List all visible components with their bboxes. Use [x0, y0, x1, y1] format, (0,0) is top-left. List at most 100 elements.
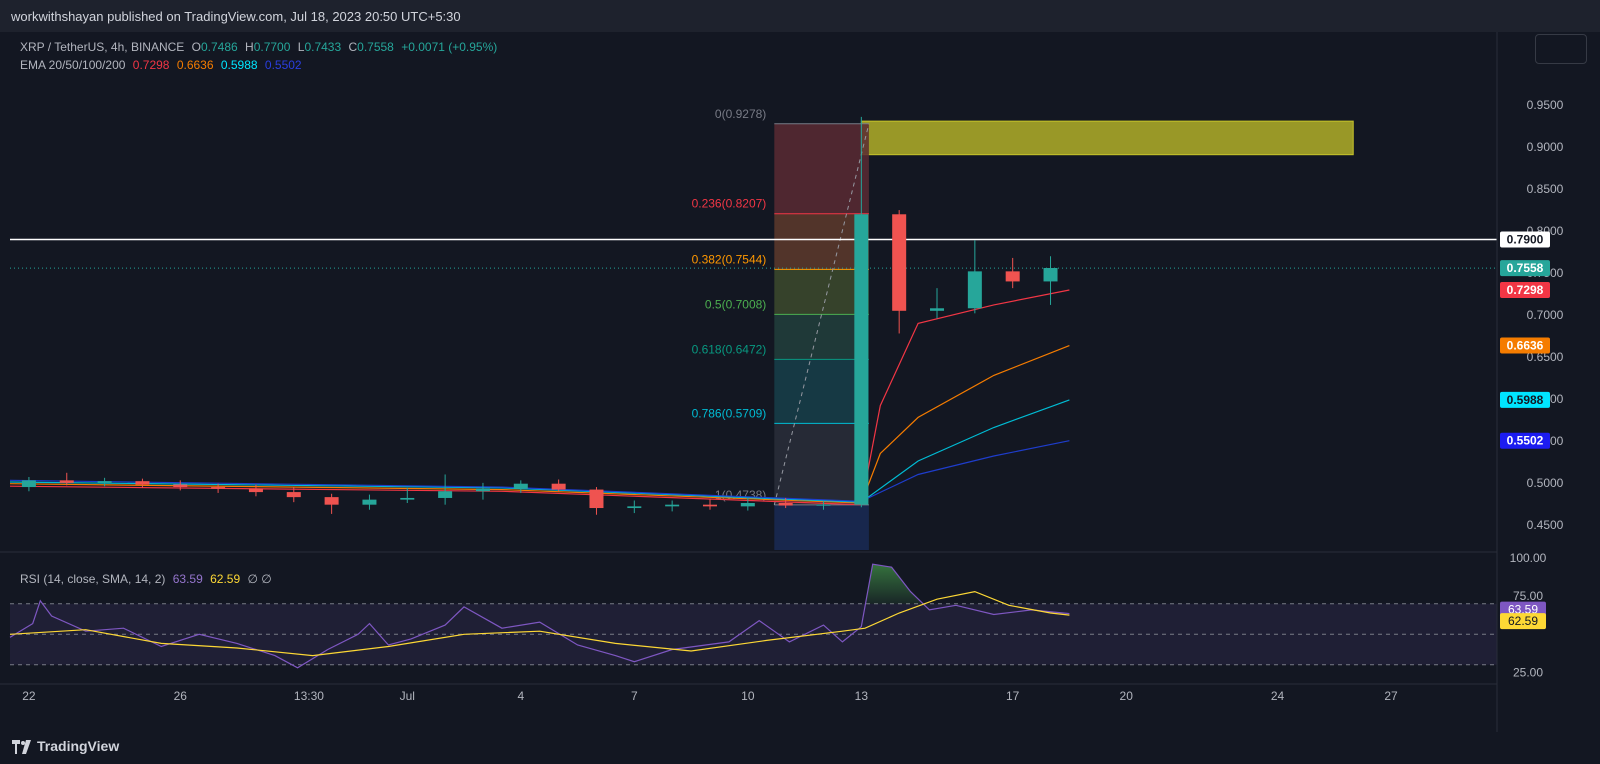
- ema-line: [9, 440, 1070, 502]
- candle-body: [551, 483, 566, 490]
- fib-trend-line: [773, 123, 870, 505]
- candle-body: [854, 214, 869, 505]
- candle-body: [173, 484, 188, 488]
- price-change: +0.0071 (+0.95%): [401, 40, 498, 54]
- rsi-extra: ∅ ∅: [247, 572, 272, 586]
- fib-band: [774, 314, 869, 360]
- ema-legend: EMA 20/50/100/200 0.7298 0.6636 0.5988 0…: [20, 58, 306, 72]
- candle-body: [438, 491, 453, 498]
- rsi-label: RSI (14, close, SMA, 14, 2): [20, 572, 166, 586]
- candle-body: [589, 489, 604, 509]
- rsi-tick-label: 25.00: [1513, 665, 1543, 679]
- candle-body: [627, 506, 642, 509]
- price-tag-label: 0.7558: [1507, 261, 1544, 275]
- rsi-overbought-fill: [865, 564, 922, 604]
- price-tick-label: 0.5000: [1527, 476, 1564, 490]
- rsi-band-fill: [10, 603, 1497, 665]
- time-tick-label: 26: [174, 689, 188, 703]
- candle-body: [930, 308, 945, 311]
- candle-body: [475, 488, 490, 492]
- high-label: H: [245, 40, 254, 54]
- fib-band: [774, 504, 869, 550]
- price-tick-label: 0.4500: [1527, 518, 1564, 532]
- ema-line: [9, 289, 1070, 506]
- publish-header: [0, 0, 1600, 32]
- fib-band: [774, 423, 869, 505]
- rsi-tag-label: 63.59: [1508, 603, 1538, 617]
- price-tag: [1500, 337, 1550, 354]
- price-tag-label: 0.7298: [1507, 283, 1544, 297]
- ema-line: [9, 399, 1070, 503]
- candle-body: [513, 483, 528, 489]
- open-value: 0.7486: [200, 40, 238, 54]
- supply-zone: [860, 120, 1354, 156]
- fib-level-label: 0.786(0.5709): [692, 406, 767, 420]
- candle-body: [59, 480, 74, 483]
- price-chart[interactable]: 0(0.9278) 0.236(0.8207) 0.382(0.7544) 0.5(0…: [0, 0, 1600, 732]
- candle-body: [211, 487, 226, 489]
- price-tick-label: 0.7000: [1527, 308, 1564, 322]
- tradingview-logo-icon: [12, 740, 31, 754]
- candle-body: [702, 504, 717, 507]
- candle-body: [400, 497, 415, 500]
- low-label: L: [297, 40, 305, 54]
- time-tick-label: 7: [631, 689, 638, 703]
- candle-body: [778, 503, 793, 506]
- time-tick-label: 4: [517, 689, 524, 703]
- time-tick-label: 22: [22, 689, 36, 703]
- price-tag: [1500, 432, 1550, 449]
- rsi-tag-label: 62.59: [1508, 614, 1538, 628]
- fib-level-label: 0(0.9278): [715, 107, 766, 121]
- rsi-sma-value: 62.59: [210, 572, 241, 586]
- rsi-line: [9, 563, 1070, 669]
- candle-body: [362, 499, 377, 505]
- footer: [0, 732, 1600, 764]
- price-tag: [1500, 391, 1550, 408]
- time-tick-label: 17: [1006, 689, 1020, 703]
- candle-body: [135, 481, 150, 485]
- fib-level-label: 0.382(0.7544): [692, 252, 767, 266]
- price-tag-label: 0.5988: [1507, 393, 1544, 407]
- rsi-legend: RSI (14, close, SMA, 14, 2) 63.59 62.59 …: [20, 572, 276, 586]
- time-tick-label: 27: [1384, 689, 1398, 703]
- rsi-value: 63.59: [172, 572, 203, 586]
- candle-body: [665, 504, 680, 507]
- price-tag-label: 0.7900: [1507, 232, 1544, 246]
- candle-body: [740, 503, 755, 507]
- candle-body: [1005, 271, 1020, 282]
- price-tick-label: 0.9000: [1527, 140, 1564, 154]
- fib-band: [774, 269, 869, 315]
- open-label: O: [191, 40, 201, 54]
- fib-level-label: 0.618(0.6472): [692, 342, 767, 356]
- ema200-value: 0.5502: [264, 58, 302, 72]
- candle-body: [97, 481, 112, 483]
- ema-line: [9, 345, 1070, 504]
- price-tag: [1500, 260, 1550, 277]
- time-tick-label: 13: [855, 689, 869, 703]
- ema50-value: 0.6636: [176, 58, 214, 72]
- rsi-tick-label: 75.00: [1513, 589, 1543, 603]
- time-tick-label: 10: [741, 689, 755, 703]
- close-value: 0.7558: [357, 40, 394, 54]
- fib-band: [774, 213, 869, 270]
- brand-name: TradingView: [37, 738, 120, 754]
- price-tag-label: 0.6636: [1507, 339, 1544, 353]
- price-tag-label: 0.5502: [1507, 434, 1544, 448]
- publisher-info: workwithshayan published on TradingView.…: [11, 9, 461, 24]
- price-tick-label: 0.9500: [1527, 98, 1564, 112]
- time-tick-label: 24: [1271, 689, 1285, 703]
- chart-settings-button[interactable]: [1535, 34, 1587, 64]
- symbol-legend: XRP / TetherUS, 4h, BINANCE O0.7486 H0.7…: [20, 40, 501, 54]
- candle-body: [892, 214, 907, 311]
- ema-label: EMA 20/50/100/200: [20, 58, 126, 72]
- candle-body: [324, 497, 339, 505]
- candle-body: [967, 271, 982, 309]
- candle-body: [286, 492, 301, 498]
- fib-level-label: 0.236(0.8207): [692, 197, 767, 211]
- time-tick-label: 13:30: [294, 689, 324, 703]
- rsi-sma-line: [9, 590, 1070, 657]
- fib-band: [774, 359, 869, 424]
- time-tick-label: 20: [1120, 689, 1134, 703]
- high-value: 0.7700: [253, 40, 291, 54]
- candle-body: [248, 488, 263, 493]
